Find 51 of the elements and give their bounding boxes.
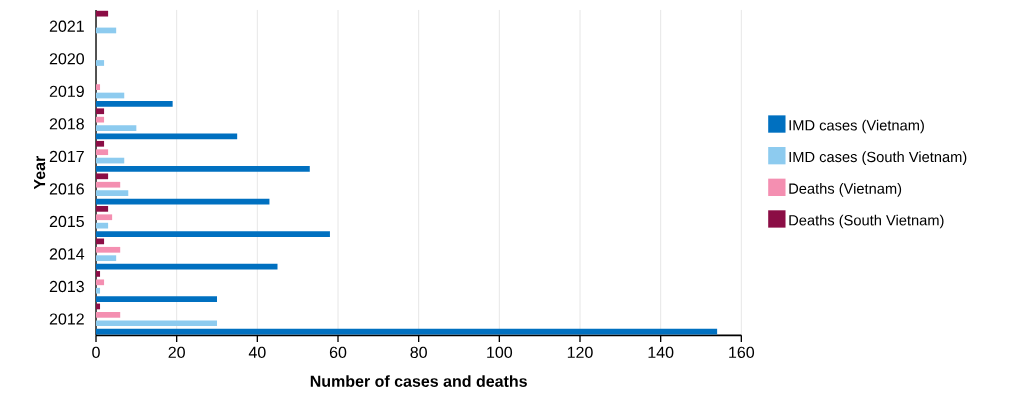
legend-label: Deaths (Vietnam) bbox=[789, 183, 902, 197]
bar bbox=[96, 166, 310, 172]
bar bbox=[96, 108, 105, 115]
bar bbox=[96, 246, 121, 253]
bar bbox=[96, 140, 105, 147]
y-tick-label: 2014 bbox=[49, 248, 85, 260]
bar bbox=[96, 10, 109, 17]
x-tick-label: 0 bbox=[92, 346, 100, 359]
bar bbox=[96, 181, 121, 188]
y-tick-label: 2013 bbox=[49, 280, 84, 293]
y-tick-label: 2017 bbox=[49, 150, 84, 163]
bar bbox=[96, 214, 113, 221]
legend-label: IMD cases (Vietnam) bbox=[789, 119, 924, 134]
bar bbox=[96, 125, 137, 131]
y-tick-label: 2021 bbox=[49, 20, 84, 32]
bar bbox=[96, 311, 121, 318]
bar bbox=[96, 149, 109, 156]
bar bbox=[96, 190, 129, 196]
y-tick-label: 2016 bbox=[49, 183, 84, 195]
bar bbox=[96, 101, 173, 107]
bar bbox=[96, 328, 718, 335]
bar bbox=[96, 279, 105, 286]
y-tick-label: 2018 bbox=[49, 118, 84, 130]
x-tick-label: 80 bbox=[410, 346, 427, 359]
y-tick-label: 2012 bbox=[49, 313, 84, 325]
bar bbox=[96, 205, 109, 212]
bar bbox=[96, 287, 101, 294]
y-axis-title: Year bbox=[34, 155, 46, 190]
y-tick-label: 2019 bbox=[49, 85, 84, 97]
bar bbox=[96, 296, 218, 302]
bar bbox=[96, 271, 101, 277]
x-tick-label: 40 bbox=[248, 346, 266, 359]
legend-label: IMD cases (South Vietnam) bbox=[789, 151, 967, 166]
x-tick-label: 120 bbox=[567, 346, 593, 359]
x-tick-label: 160 bbox=[729, 346, 755, 359]
bar bbox=[96, 231, 330, 237]
x-axis-title: Number of cases and deaths bbox=[310, 375, 527, 387]
bar bbox=[96, 222, 109, 229]
bar bbox=[96, 60, 105, 66]
y-tick-label: 2015 bbox=[49, 215, 84, 228]
bar bbox=[96, 116, 105, 123]
x-tick-label: 20 bbox=[168, 346, 185, 359]
bar bbox=[96, 84, 101, 90]
bar bbox=[96, 173, 109, 180]
bar bbox=[96, 320, 218, 327]
x-tick-label: 60 bbox=[329, 346, 347, 359]
bar bbox=[96, 255, 117, 262]
x-tick-label: 140 bbox=[648, 346, 674, 359]
x-tick-label: 100 bbox=[487, 346, 513, 359]
y-tick-label: 2020 bbox=[49, 53, 85, 65]
legend-label: Deaths (South Vietnam) bbox=[789, 214, 944, 229]
